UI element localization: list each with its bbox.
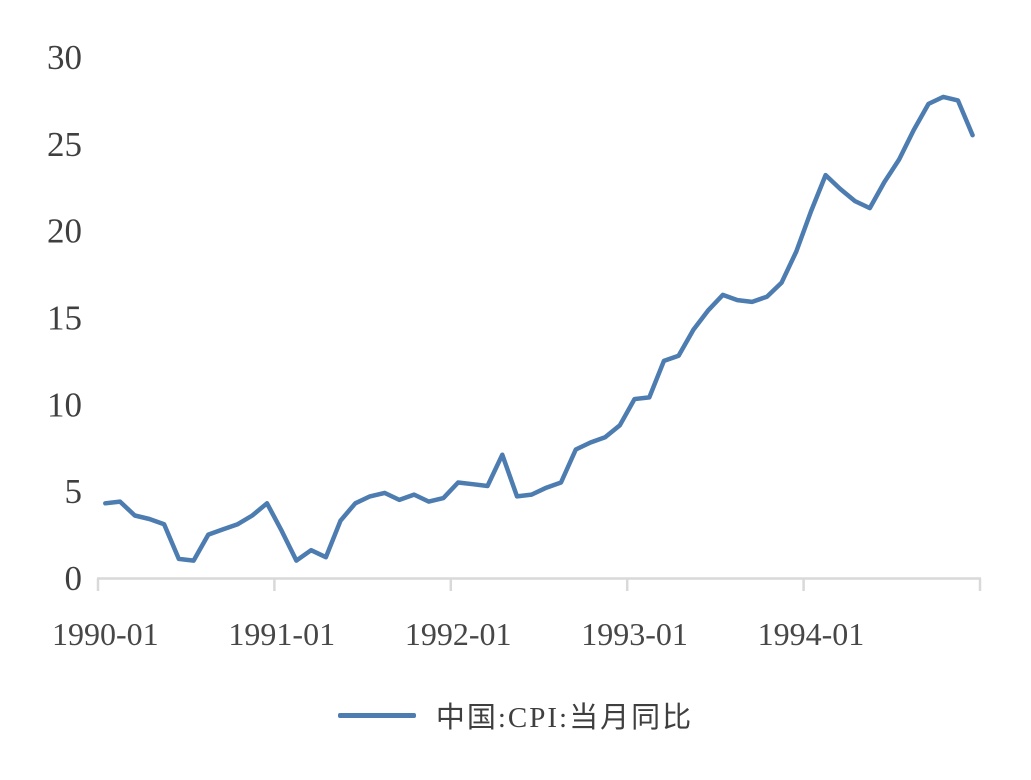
x-axis-label: 1993-01	[581, 616, 688, 652]
x-axis-label: 1994-01	[758, 616, 865, 652]
y-axis-label: 20	[47, 212, 82, 251]
y-axis-label: 10	[47, 385, 82, 424]
x-axis-label: 1992-01	[405, 616, 512, 652]
y-axis-label: 15	[47, 299, 82, 338]
y-axis-label: 0	[65, 559, 83, 598]
x-axis-label: 1991-01	[228, 616, 335, 652]
y-axis-label: 25	[47, 125, 82, 164]
chart-legend: 中国:CPI:当月同比	[0, 695, 1031, 735]
legend-series-label: 中国:CPI:当月同比	[435, 702, 694, 734]
legend-line-icon	[337, 712, 416, 718]
y-axis-label: 30	[47, 38, 82, 77]
x-axis-label: 1990-01	[52, 616, 159, 652]
cpi-series-line	[103, 94, 975, 563]
y-axis-label: 5	[65, 472, 83, 511]
